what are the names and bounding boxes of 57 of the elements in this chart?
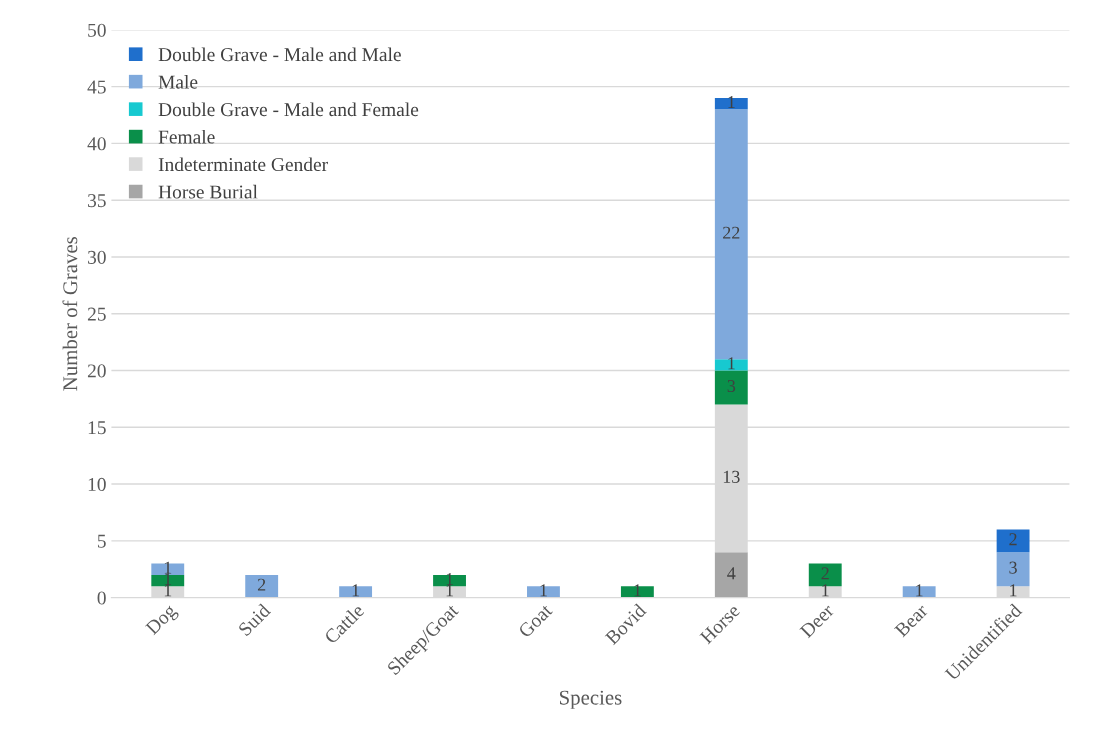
y-tick-label: 10 <box>88 477 106 491</box>
x-tick-label: Bear <box>894 603 929 638</box>
x-tick-label: Dog <box>144 603 180 639</box>
bar <box>714 370 748 405</box>
y-tick-label: 35 <box>88 194 106 208</box>
bar <box>151 563 185 575</box>
data-label: 1 <box>540 584 547 597</box>
data-label: 1 <box>446 584 453 597</box>
data-label: 2 <box>1009 533 1017 546</box>
data-label: 1 <box>164 572 172 585</box>
data-label: 1 <box>1010 584 1017 597</box>
y-tick-label: 0 <box>97 591 106 605</box>
legend-label: Female <box>158 129 215 144</box>
legend-label: Double Grave - Male and Female <box>158 102 419 117</box>
y-tick-label: 50 <box>88 23 106 37</box>
data-label: 1 <box>728 96 735 109</box>
data-label: 13 <box>723 470 740 483</box>
data-label: 1 <box>728 357 735 370</box>
x-tick-label: Deer <box>799 603 835 639</box>
legend-label: Double Grave - Male and Male <box>158 47 401 62</box>
legend-label: Male <box>158 74 198 89</box>
data-label: 3 <box>1009 561 1017 574</box>
y-axis-title: Number of Graves <box>62 236 78 391</box>
y-tick-label: 5 <box>97 534 106 548</box>
data-label: 1 <box>352 584 360 597</box>
data-label: 1 <box>446 572 453 585</box>
bar <box>339 586 373 598</box>
bar <box>996 529 1030 553</box>
data-label: 22 <box>723 226 740 239</box>
bar <box>151 574 185 587</box>
data-label: 1 <box>634 584 641 597</box>
bar <box>714 98 748 110</box>
data-label: 1 <box>164 584 172 597</box>
y-tick-label: 30 <box>88 250 106 264</box>
y-tick-label: 20 <box>87 364 106 378</box>
data-label: 1 <box>822 584 829 597</box>
bar <box>245 574 279 598</box>
y-tick-label: 40 <box>87 137 106 151</box>
data-label: 2 <box>821 567 829 580</box>
legend-label: Horse Burial <box>158 184 258 199</box>
data-label: 2 <box>257 578 266 591</box>
data-label: 1 <box>164 561 172 574</box>
y-tick-label: 15 <box>88 421 106 435</box>
x-tick-label: Suid <box>237 602 272 637</box>
y-tick-label: 45 <box>87 80 106 94</box>
data-label: 4 <box>727 567 736 580</box>
data-label: 1 <box>916 584 923 597</box>
data-label: 3 <box>727 379 736 393</box>
bar <box>620 586 654 598</box>
bar <box>714 359 748 371</box>
x-tick-label: Goat <box>517 602 554 639</box>
legend-label: Indeterminate Gender <box>158 157 328 172</box>
x-axis-title: Species <box>559 690 622 709</box>
bar <box>527 586 560 598</box>
bar <box>902 586 936 598</box>
y-tick-label: 25 <box>87 307 106 321</box>
bar <box>714 552 748 598</box>
